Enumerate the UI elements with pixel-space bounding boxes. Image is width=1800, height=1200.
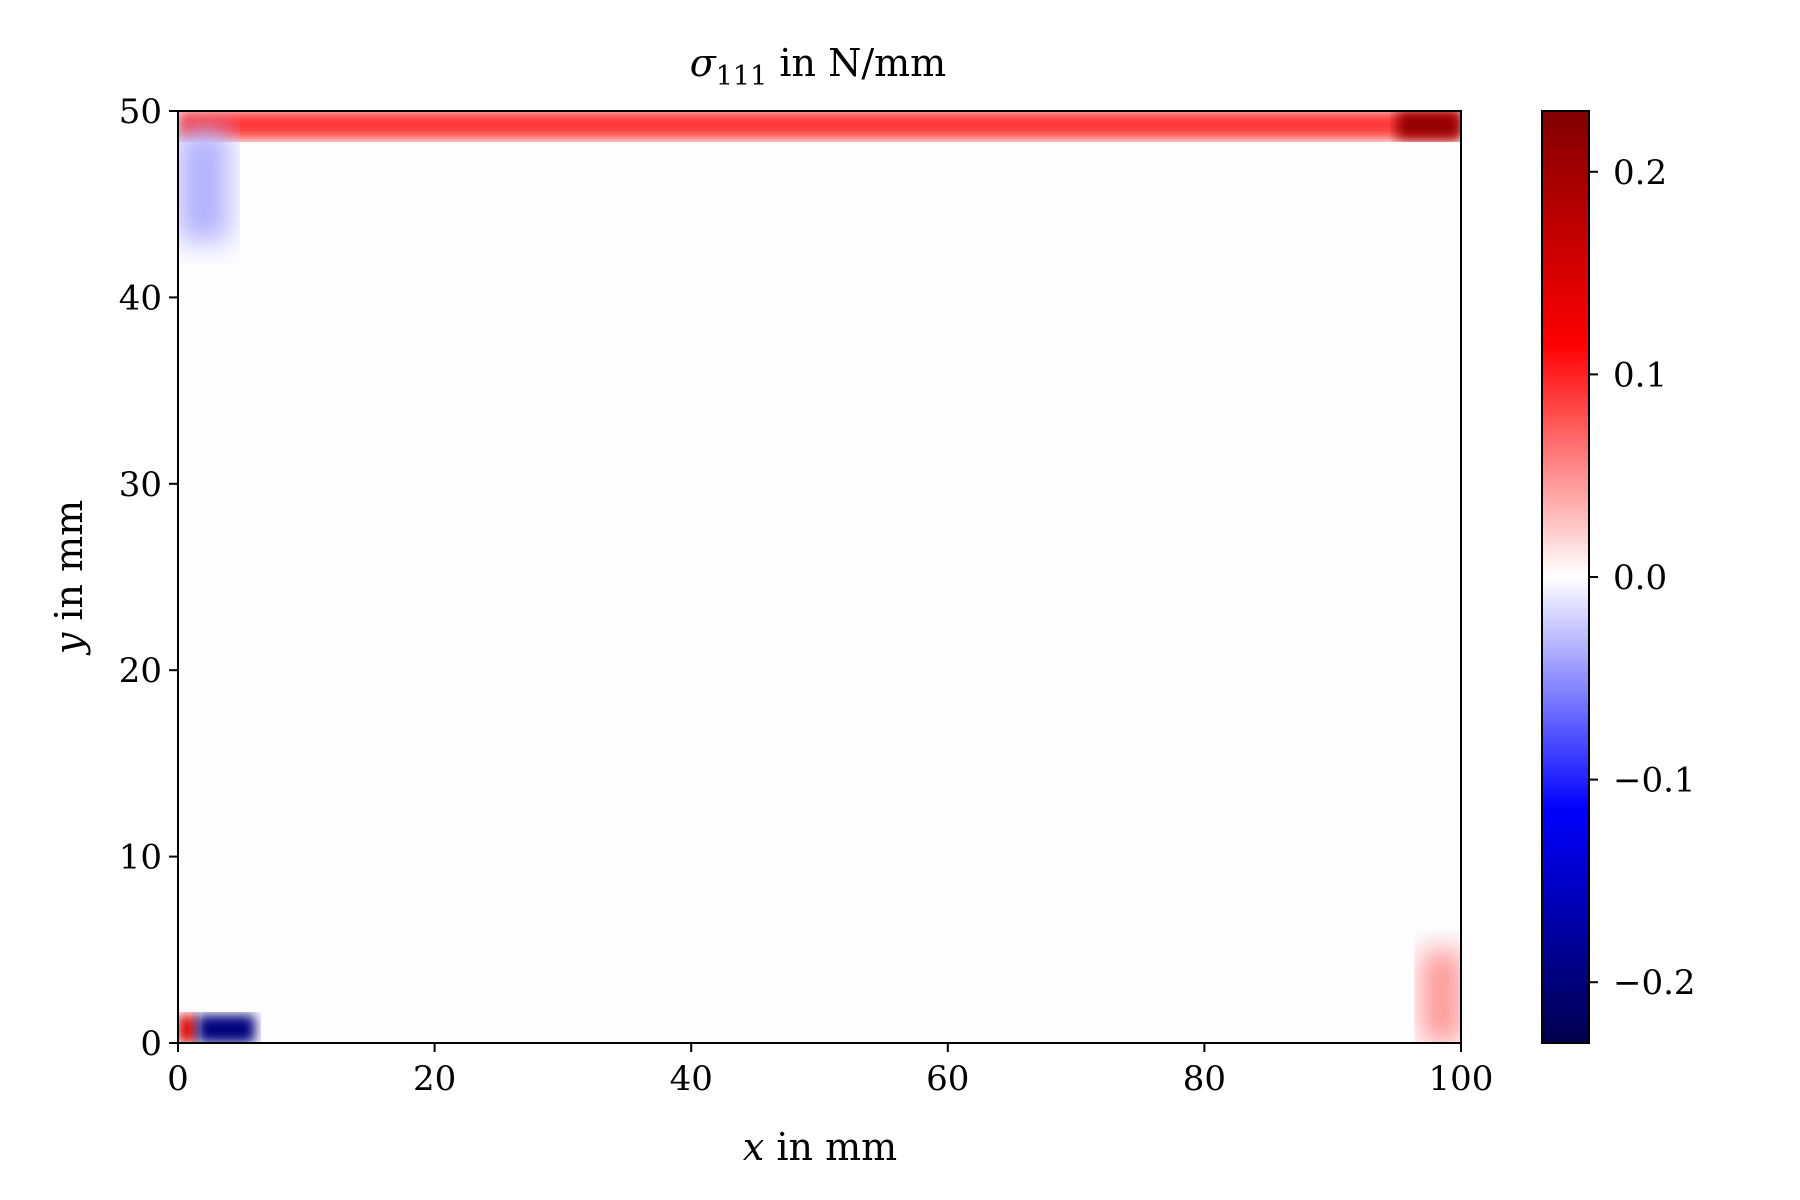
colorbar-tick-label: 0.0	[1613, 558, 1667, 598]
y-tick-label: 40	[119, 278, 162, 318]
field-feature-upper-left-edge	[178, 129, 230, 242]
x-tick-label: 0	[167, 1059, 189, 1099]
field-background	[178, 111, 1461, 1043]
field-feature-bottom-right-corner	[1422, 949, 1461, 1043]
plot-frame	[177, 110, 1462, 1044]
y-tick-label: 10	[119, 838, 162, 878]
x-axis-label-var: x	[743, 1125, 764, 1169]
chart-title-symbol: σ	[690, 41, 717, 85]
y-axis-label-rest: in mm	[47, 500, 91, 633]
x-tick-label: 100	[1429, 1059, 1494, 1099]
y-axis-label-var: y	[47, 632, 91, 656]
chart-title-subscript: 111	[716, 61, 768, 92]
colorbar-tick-label: −0.2	[1613, 963, 1696, 1003]
y-tick-label: 0	[140, 1024, 162, 1064]
colorbar-tick-label: −0.1	[1613, 761, 1696, 801]
x-tick-label: 80	[1183, 1059, 1226, 1099]
colorbar-tick-label: 0.1	[1613, 355, 1667, 395]
x-tick-label: 60	[926, 1059, 969, 1099]
colorbar-ticks: 0.2 0.1 0.0 −0.1 −0.2	[1589, 153, 1696, 1003]
field-feature-bottom-left-hot-spot	[197, 1015, 255, 1043]
heatmap-field	[178, 111, 1461, 1043]
y-tick-label: 50	[119, 92, 162, 132]
x-tick-label: 20	[413, 1059, 456, 1099]
field-feature-lower-left-corner	[178, 1015, 198, 1043]
colorbar-tick-label: 0.2	[1613, 153, 1667, 193]
x-axis-label-rest: in mm	[764, 1125, 897, 1169]
chart-title: σ111 in N/mm	[690, 41, 946, 92]
colorbar: 0.2 0.1 0.0 −0.1 −0.2	[1541, 110, 1696, 1044]
y-tick-label: 30	[119, 465, 162, 505]
x-axis-label: x in mm	[743, 1125, 897, 1169]
field-feature-top-edge-band	[178, 111, 1461, 139]
x-axis-ticks: 0 20 40 60 80 100	[167, 1043, 1493, 1099]
field-feature-layer	[178, 111, 1461, 1043]
y-tick-label: 20	[119, 651, 162, 691]
chart-title-suffix: in N/mm	[767, 41, 946, 85]
y-axis-ticks: 0 10 20 30 40 50	[119, 92, 178, 1064]
y-axis-label: y in mm	[47, 500, 91, 656]
field-feature-top-right-corner	[1396, 111, 1461, 139]
colorbar-gradient	[1541, 110, 1590, 1044]
x-tick-label: 40	[670, 1059, 713, 1099]
